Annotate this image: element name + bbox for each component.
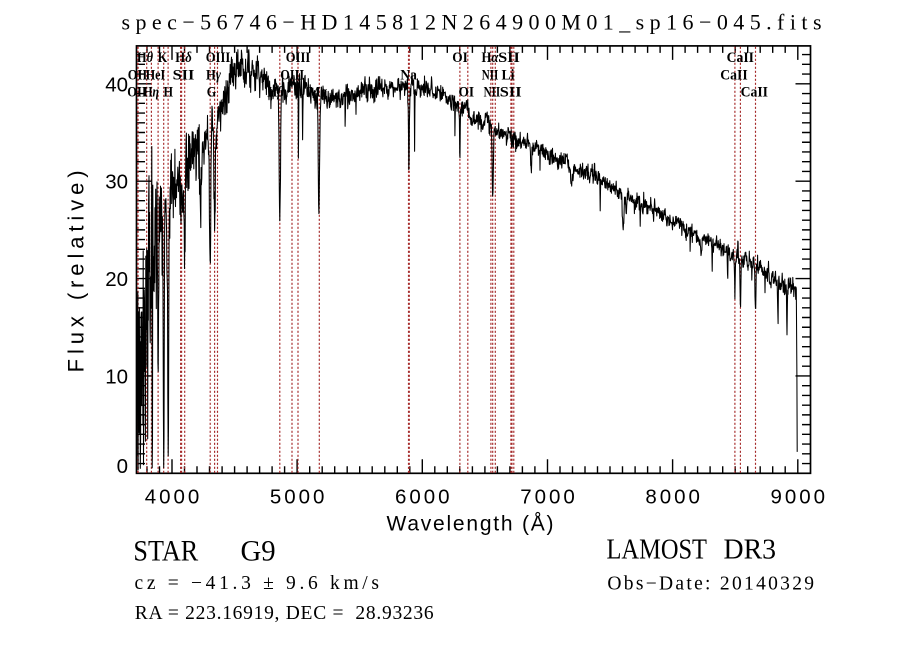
svg-text:Hδ: Hδ — [175, 50, 192, 66]
svg-text:DR3: DR3 — [724, 535, 777, 566]
svg-text:SII: SII — [173, 67, 195, 83]
svg-text:Hα: Hα — [482, 50, 500, 66]
svg-text:20: 20 — [105, 268, 128, 291]
svg-text:G: G — [207, 85, 217, 101]
svg-text:CaII: CaII — [727, 50, 755, 66]
svg-text:OIII: OIII — [286, 50, 311, 66]
svg-text:Flux (relative): Flux (relative) — [64, 170, 89, 372]
svg-text:OI: OI — [459, 85, 475, 101]
svg-text:OIII: OIII — [206, 50, 231, 66]
svg-text:CaII: CaII — [741, 85, 769, 101]
svg-text:NII: NII — [482, 67, 499, 83]
svg-text:Hγ: Hγ — [206, 67, 222, 83]
svg-text:H: H — [164, 85, 174, 101]
svg-text:Mg: Mg — [308, 85, 327, 101]
svg-text:40: 40 — [105, 73, 128, 96]
svg-text:30: 30 — [105, 171, 128, 194]
svg-text:Wavelength (Å): Wavelength (Å) — [387, 513, 554, 536]
svg-text:Hη: Hη — [143, 85, 159, 101]
svg-text:10: 10 — [105, 365, 128, 388]
svg-text:NII: NII — [484, 85, 501, 101]
svg-text:OIII: OIII — [280, 67, 304, 83]
svg-text:Li: Li — [502, 67, 515, 83]
svg-text:OII: OII — [127, 85, 147, 101]
svg-text:LAMOST: LAMOST — [607, 535, 708, 566]
svg-text:STAR: STAR — [133, 535, 198, 568]
svg-text:SII: SII — [500, 85, 522, 101]
svg-text:K: K — [158, 50, 168, 66]
svg-text:HeI: HeI — [146, 67, 166, 83]
svg-text:RA = 223.16919, DEC = 28.9323: RA = 223.16919, DEC = 28.93236 — [135, 603, 434, 624]
svg-text:spec−56746−HD145812N264900M01_: spec−56746−HD145812N264900M01_sp16−045.f… — [122, 10, 822, 35]
svg-text:Na: Na — [400, 67, 417, 83]
svg-text:Hθ: Hθ — [137, 50, 153, 66]
svg-text:Hβ: Hβ — [267, 85, 284, 101]
svg-text:OI: OI — [452, 50, 468, 66]
svg-text:0: 0 — [117, 455, 128, 478]
svg-text:CaII: CaII — [720, 67, 748, 83]
svg-text:SII: SII — [498, 50, 520, 66]
svg-text:OII: OII — [128, 67, 148, 83]
svg-text:G9: G9 — [241, 535, 276, 568]
